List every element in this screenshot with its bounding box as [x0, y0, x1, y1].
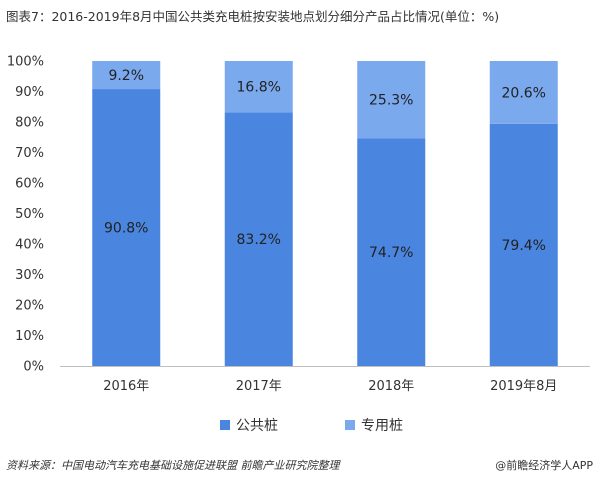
x-tick-label: 2019年8月 [490, 379, 557, 394]
chart-title: 图表7：2016-2019年8月中国公共类充电桩按安装地点划分细分产品占比情况(… [6, 9, 500, 24]
bar-segment [224, 112, 293, 367]
legend-swatch [220, 420, 230, 430]
data-label: 9.2% [108, 68, 144, 84]
data-label: 20.6% [502, 85, 546, 101]
bar-segment [489, 61, 558, 124]
data-label: 25.3% [369, 93, 413, 109]
y-tick-label: 40% [15, 238, 44, 253]
data-label: 16.8% [237, 80, 281, 96]
bar-segment [357, 61, 426, 139]
data-label: 74.7% [369, 245, 413, 261]
y-tick-label: 30% [15, 268, 44, 283]
x-tick-label: 2016年 [103, 379, 149, 394]
y-tick-label: 50% [15, 207, 44, 222]
brand-credit: @前瞻经济学人APP [495, 459, 593, 472]
data-label: 79.4% [502, 238, 546, 254]
data-label: 90.8% [104, 221, 148, 237]
y-tick-label: 60% [15, 177, 44, 192]
legend-label: 公共桩 [236, 417, 278, 434]
x-tick-label: 2017年 [236, 379, 282, 394]
y-tick-label: 20% [15, 299, 44, 314]
x-tick-label: 2018年 [368, 379, 414, 394]
bar-segment [92, 61, 161, 90]
y-tick-label: 0% [23, 360, 44, 375]
y-tick-label: 90% [15, 85, 44, 100]
bar-segment [357, 138, 426, 366]
bar-segment [489, 123, 558, 366]
bar-segment [92, 89, 161, 366]
y-tick-label: 10% [15, 329, 44, 344]
y-tick-label: 80% [15, 116, 44, 131]
source-note: 资料来源：中国电动汽车充电基础设施促进联盟 前瞻产业研究院整理 [6, 459, 340, 472]
legend-swatch [345, 420, 355, 430]
y-tick-label: 100% [7, 55, 44, 70]
legend-label: 专用桩 [361, 417, 403, 434]
data-label: 83.2% [237, 232, 281, 248]
y-tick-label: 70% [15, 146, 44, 161]
bar-segment [224, 61, 293, 113]
